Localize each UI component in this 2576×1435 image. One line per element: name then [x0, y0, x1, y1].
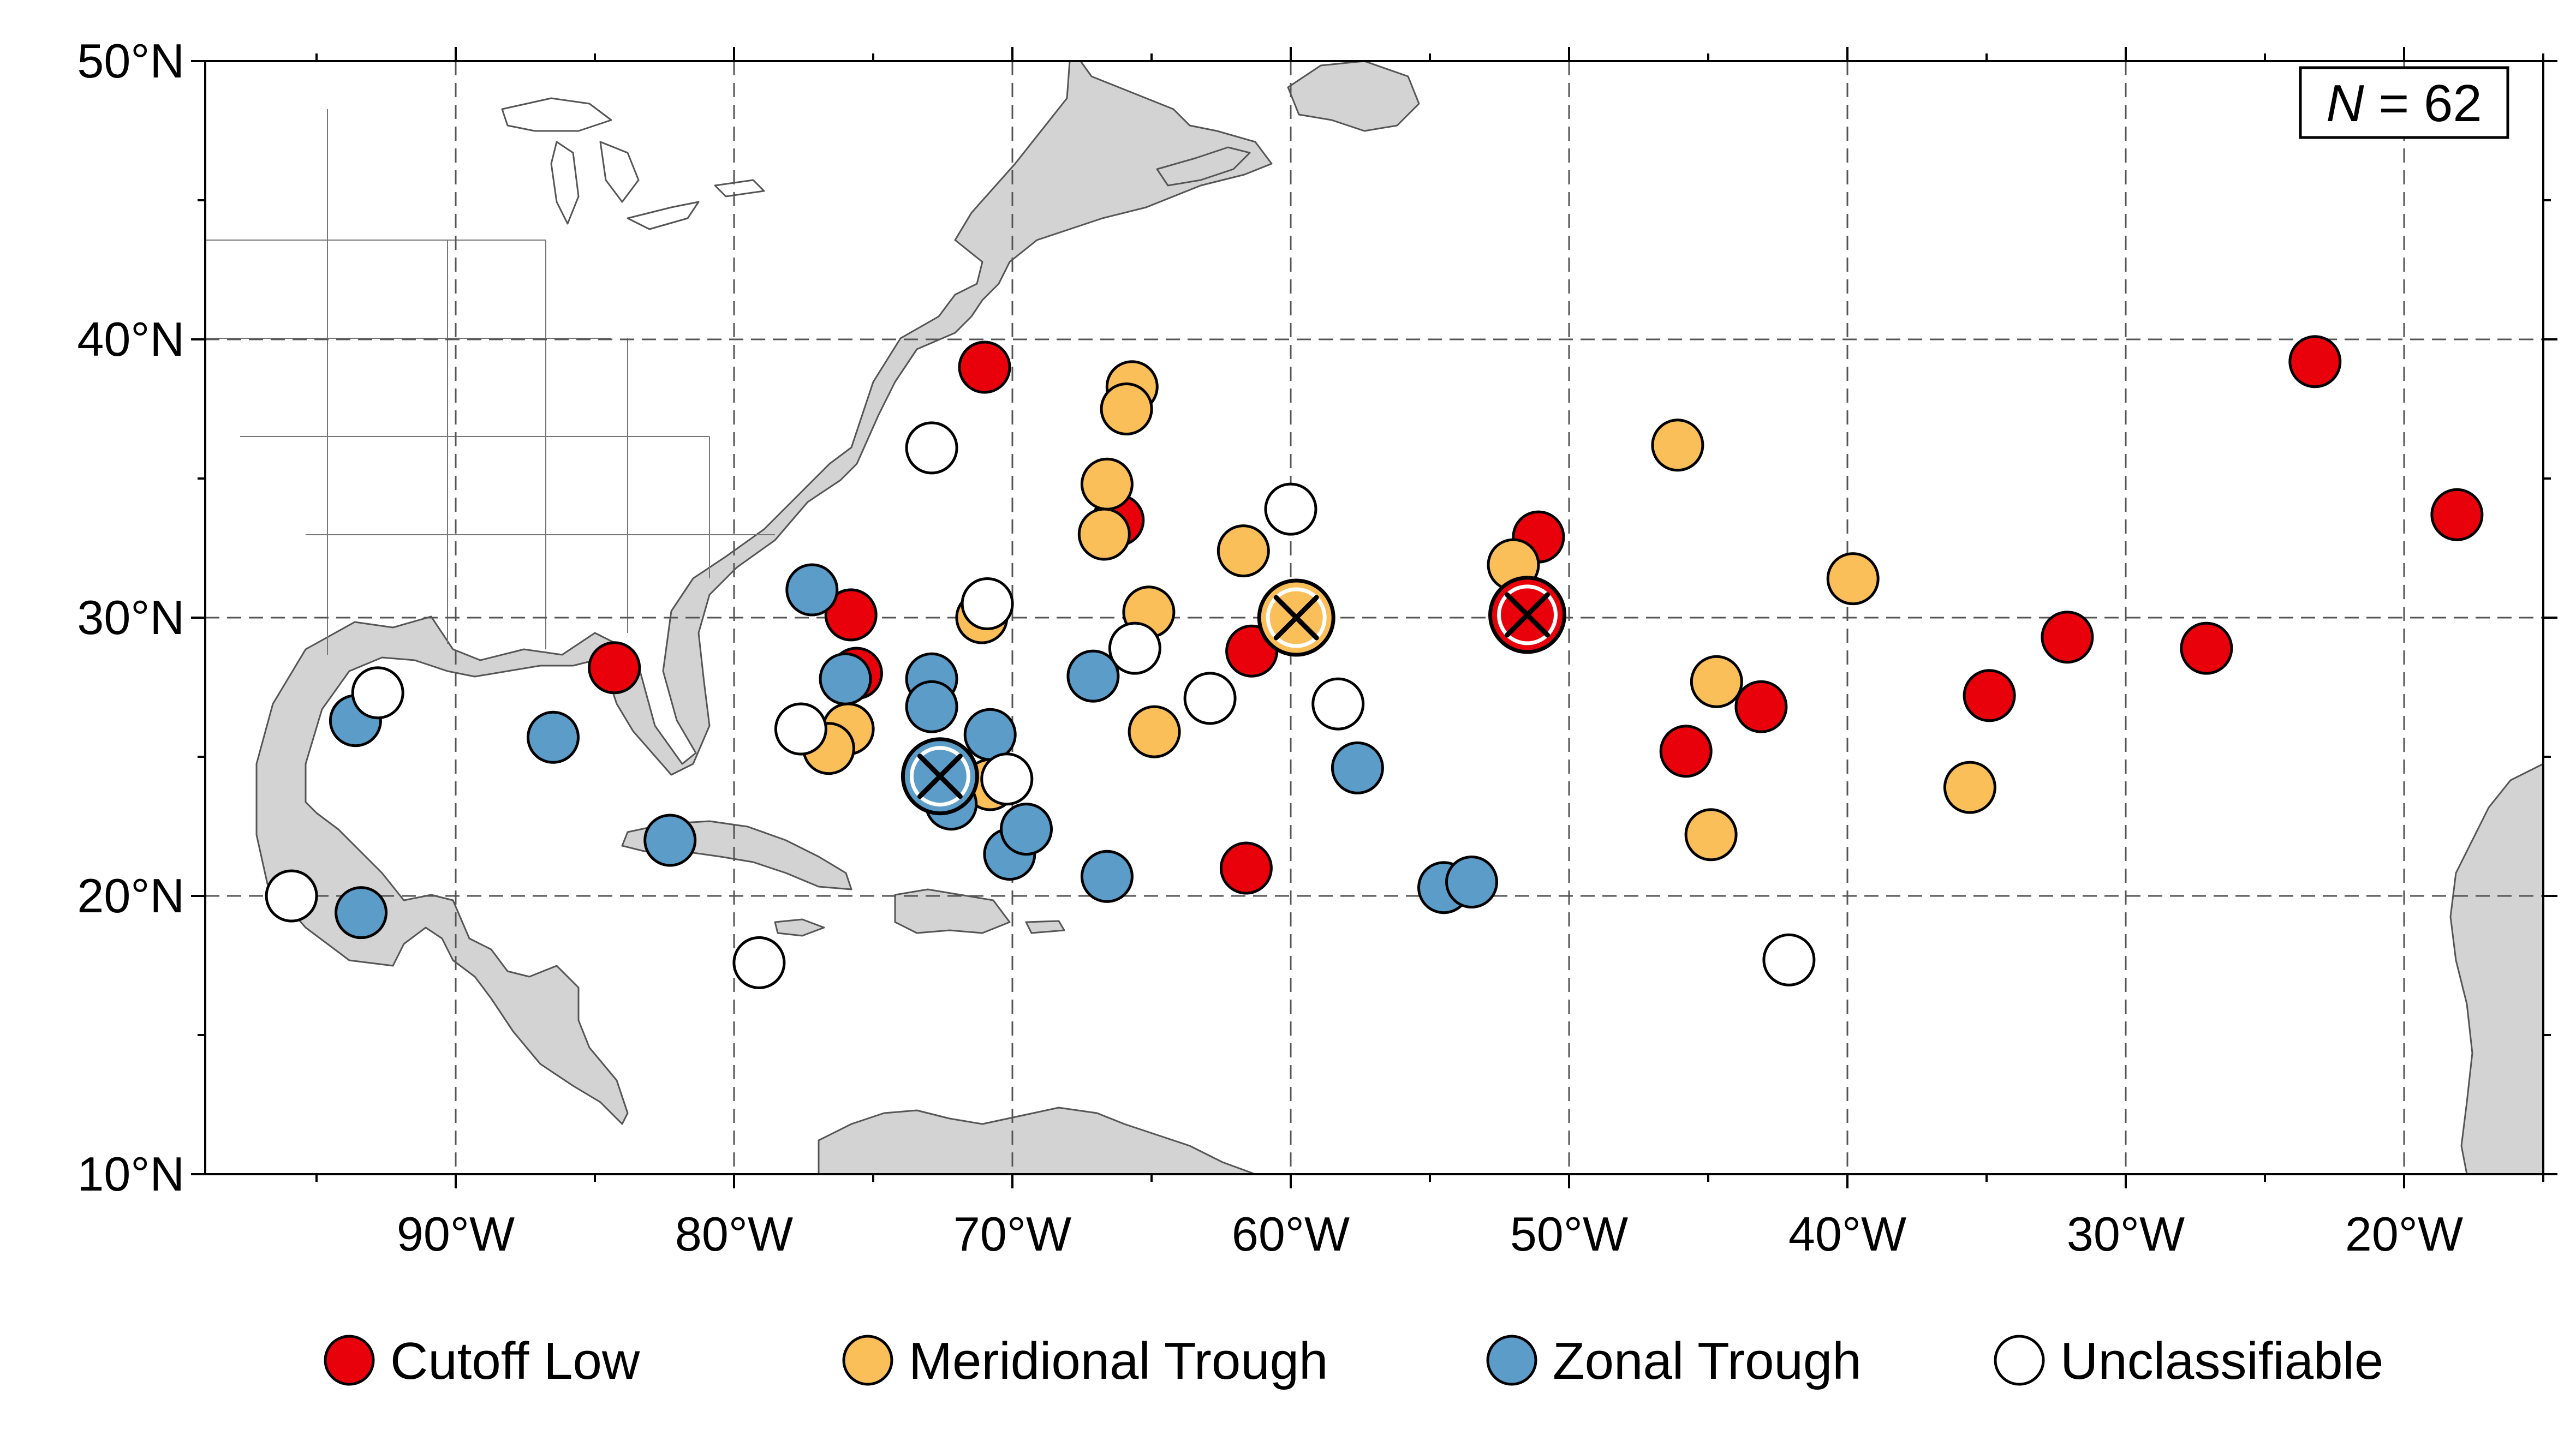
legend-label-unclass: Unclassifiable [2060, 1332, 2383, 1390]
legend-label-zonal: Zonal Trough [1553, 1332, 1862, 1390]
point-meridional [1690, 655, 1743, 708]
point-zonal [819, 652, 872, 705]
point-unclass [732, 936, 786, 989]
point-cutoff [588, 641, 641, 695]
point-zonal [963, 708, 1017, 761]
jamaica-land [774, 918, 825, 937]
point-zonal [527, 710, 580, 764]
count-box: N = 62 [2299, 66, 2509, 139]
point-cutoff [1219, 841, 1273, 895]
point-cutoff [958, 340, 1011, 394]
count-n: N [2326, 74, 2364, 133]
event-points [265, 335, 2484, 989]
legend-swatch-meridional [842, 1335, 893, 1386]
point-unclass [265, 869, 318, 923]
state-borders [205, 109, 775, 655]
hispaniola-land [894, 888, 1011, 934]
nova-scotia-land [1156, 146, 1251, 187]
point-zonal [785, 563, 839, 617]
point-unclass [1264, 482, 1317, 536]
point-zonal [1000, 803, 1053, 856]
africa-land [2449, 763, 2543, 1174]
point-meridional [1077, 507, 1131, 561]
point-meridional [1684, 808, 1738, 862]
point-meridional [1943, 761, 1996, 814]
x-tick-label-1: 80°W [675, 1207, 793, 1261]
grid-lines [205, 61, 2543, 1174]
legend-item-meridional: Meridional Trough [842, 1332, 1328, 1390]
y-tick-label-0: 50°N [77, 34, 184, 88]
legend: Cutoff Low Meridional Trough Zonal Trough U… [324, 1332, 2383, 1390]
x-tick-label-0: 90°W [397, 1207, 515, 1261]
legend-swatch-zonal [1486, 1335, 1537, 1386]
point-unclass [1108, 621, 1161, 675]
count-value: = 62 [2364, 74, 2482, 133]
x-tick-label-3: 60°W [1232, 1207, 1350, 1261]
composite-marker-meridional [1257, 578, 1335, 657]
point-zonal [1445, 856, 1498, 908]
point-meridional [1217, 524, 1270, 578]
point-cutoff [2041, 611, 2094, 664]
point-zonal [1066, 649, 1120, 703]
point-unclass [905, 421, 958, 475]
point-cutoff [824, 588, 878, 642]
x-tick-label-4: 50°W [1510, 1207, 1628, 1261]
point-unclass [1311, 677, 1365, 731]
point-unclass [1183, 672, 1237, 725]
point-unclass [1762, 933, 1816, 986]
point-cutoff [1734, 680, 1788, 733]
point-zonal [335, 886, 388, 940]
point-zonal [1331, 741, 1384, 794]
y-tick-label-3: 20°N [77, 869, 184, 923]
legend-swatch-cutoff [324, 1335, 375, 1386]
newfoundland-land [1287, 61, 1420, 132]
point-meridional [1128, 705, 1181, 758]
point-zonal [905, 680, 958, 733]
point-zonal [643, 814, 697, 867]
puerto-rico-land [1025, 920, 1065, 934]
x-tick-label-6: 30°W [2067, 1207, 2185, 1261]
composite-marker-cutoff [1488, 576, 1566, 654]
composite-markers [901, 576, 1566, 816]
x-axis-labels: 90°W 80°W 70°W 60°W 50°W 40°W 30°W 20°W [397, 1207, 2463, 1261]
south-america-land [818, 1107, 1256, 1174]
point-cutoff [2288, 335, 2342, 388]
composite-marker-zonal [901, 737, 979, 816]
point-cutoff [1659, 725, 1713, 778]
legend-swatch-unclass [1994, 1335, 2045, 1386]
legend-item-unclass: Unclassifiable [1994, 1332, 2383, 1390]
point-cutoff [1963, 669, 2016, 722]
point-meridional [1651, 418, 1704, 472]
y-tick-label-2: 30°N [77, 590, 184, 644]
point-unclass [980, 752, 1034, 806]
x-tick-label-5: 40°W [1788, 1207, 1906, 1261]
legend-label-meridional: Meridional Trough [909, 1332, 1328, 1390]
y-axis-labels: 50°N 40°N 30°N 20°N 10°N [77, 34, 184, 1201]
x-tick-label-7: 20°W [2345, 1207, 2463, 1261]
great-lakes-water [501, 97, 765, 230]
x-tick-label-2: 70°W [953, 1207, 1071, 1261]
land-layer [205, 61, 2543, 1174]
point-unclass [351, 666, 404, 720]
point-meridional [1080, 457, 1134, 511]
point-meridional [1826, 552, 1880, 606]
point-cutoff [2430, 488, 2484, 541]
legend-item-zonal: Zonal Trough [1486, 1332, 1862, 1390]
legend-item-cutoff: Cutoff Low [324, 1332, 640, 1390]
point-zonal [1080, 850, 1134, 903]
point-unclass [961, 577, 1014, 630]
point-unclass [774, 702, 827, 756]
svg-text:N = 62: N = 62 [2326, 74, 2482, 133]
y-tick-label-1: 40°N [77, 312, 184, 366]
point-meridional [1100, 382, 1153, 435]
legend-label-cutoff: Cutoff Low [390, 1332, 640, 1390]
y-tick-label-4: 10°N [77, 1147, 184, 1201]
point-cutoff [2180, 621, 2233, 675]
axis-ticks [191, 47, 2557, 1188]
